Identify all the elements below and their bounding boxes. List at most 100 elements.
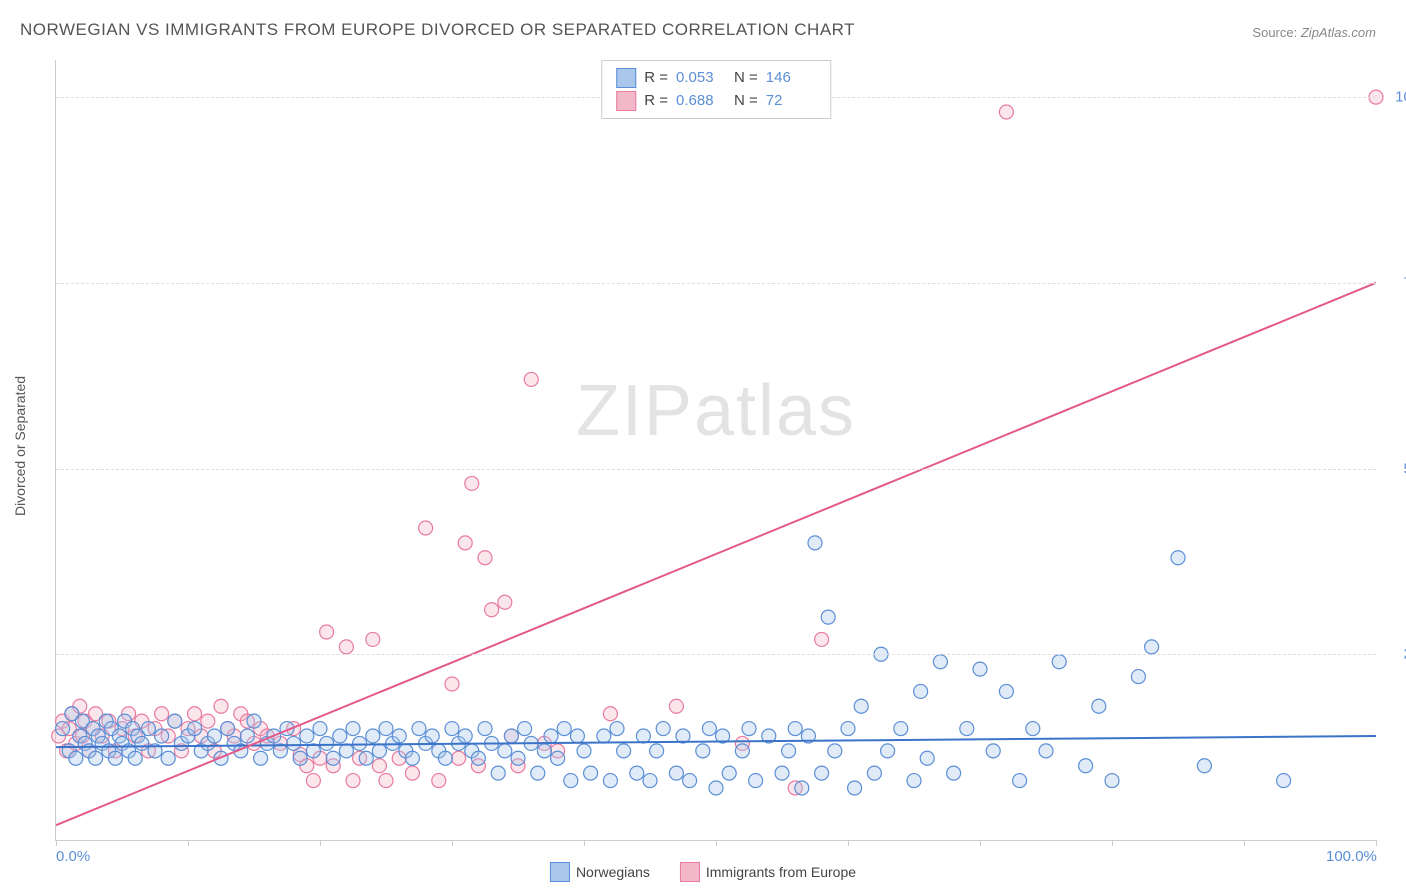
data-point — [438, 751, 452, 765]
legend-label-1: Norwegians — [576, 864, 650, 880]
data-point — [326, 751, 340, 765]
data-point — [795, 781, 809, 795]
data-point — [650, 744, 664, 758]
data-point — [564, 774, 578, 788]
data-point — [1013, 774, 1027, 788]
data-point — [128, 751, 142, 765]
data-point — [306, 774, 320, 788]
data-point — [458, 536, 472, 550]
legend-swatch-2 — [680, 862, 700, 882]
data-point — [914, 684, 928, 698]
data-point — [597, 729, 611, 743]
data-point — [419, 521, 433, 535]
data-point — [320, 736, 334, 750]
x-tick-mark — [1244, 840, 1245, 846]
x-tick-mark — [452, 840, 453, 846]
chart-svg — [56, 60, 1376, 840]
data-point — [881, 744, 895, 758]
data-point — [557, 722, 571, 736]
swatch-series-1 — [616, 68, 636, 88]
data-point — [821, 610, 835, 624]
data-point — [511, 751, 525, 765]
x-tick-mark — [980, 840, 981, 846]
data-point — [135, 736, 149, 750]
data-point — [141, 722, 155, 736]
data-point — [405, 751, 419, 765]
data-point — [702, 722, 716, 736]
data-point — [465, 476, 479, 490]
data-point — [867, 766, 881, 780]
data-point — [815, 632, 829, 646]
x-tick-mark — [188, 840, 189, 846]
data-point — [999, 684, 1013, 698]
stats-row-series-2: R = 0.688 N = 72 — [616, 90, 816, 113]
data-point — [735, 744, 749, 758]
data-point — [603, 707, 617, 721]
data-point — [933, 655, 947, 669]
data-point — [683, 774, 697, 788]
data-point — [471, 751, 485, 765]
data-point — [56, 722, 70, 736]
data-point — [405, 766, 419, 780]
legend-label-2: Immigrants from Europe — [706, 864, 856, 880]
data-point — [1079, 759, 1093, 773]
swatch-series-2 — [616, 91, 636, 111]
data-point — [412, 722, 426, 736]
data-point — [656, 722, 670, 736]
data-point — [551, 751, 565, 765]
data-point — [1092, 699, 1106, 713]
data-point — [1052, 655, 1066, 669]
data-point — [346, 722, 360, 736]
data-point — [69, 751, 83, 765]
data-point — [1039, 744, 1053, 758]
data-point — [742, 722, 756, 736]
gridline — [56, 654, 1376, 655]
data-point — [379, 722, 393, 736]
data-point — [504, 729, 518, 743]
source-label: Source: — [1252, 25, 1297, 40]
data-point — [854, 699, 868, 713]
data-point — [320, 625, 334, 639]
data-point — [828, 744, 842, 758]
data-point — [815, 766, 829, 780]
data-point — [808, 536, 822, 550]
data-point — [1026, 722, 1040, 736]
data-point — [478, 551, 492, 565]
data-point — [108, 751, 122, 765]
data-point — [372, 759, 386, 773]
y-tick-label: 50.0% — [1386, 460, 1406, 477]
data-point — [570, 729, 584, 743]
data-point — [920, 751, 934, 765]
legend-item-2: Immigrants from Europe — [680, 862, 856, 882]
data-point — [485, 603, 499, 617]
data-point — [346, 774, 360, 788]
data-point — [577, 744, 591, 758]
data-point — [498, 595, 512, 609]
data-point — [669, 766, 683, 780]
data-point — [848, 781, 862, 795]
data-point — [445, 677, 459, 691]
data-point — [630, 766, 644, 780]
data-point — [643, 774, 657, 788]
data-point — [353, 736, 367, 750]
data-point — [1145, 640, 1159, 654]
n-label-2: N = — [734, 90, 758, 113]
x-tick-mark — [320, 840, 321, 846]
data-point — [894, 722, 908, 736]
data-point — [392, 729, 406, 743]
r-label: R = — [644, 67, 668, 90]
data-point — [425, 729, 439, 743]
data-point — [947, 766, 961, 780]
data-point — [491, 766, 505, 780]
x-tick-mark — [1112, 840, 1113, 846]
data-point — [458, 729, 472, 743]
x-tick-mark — [848, 840, 849, 846]
data-point — [161, 751, 175, 765]
r-label-2: R = — [644, 90, 668, 113]
data-point — [333, 729, 347, 743]
data-point — [531, 766, 545, 780]
data-point — [498, 744, 512, 758]
data-point — [669, 699, 683, 713]
x-tick-mark — [716, 840, 717, 846]
n-value-1: 146 — [766, 67, 816, 90]
